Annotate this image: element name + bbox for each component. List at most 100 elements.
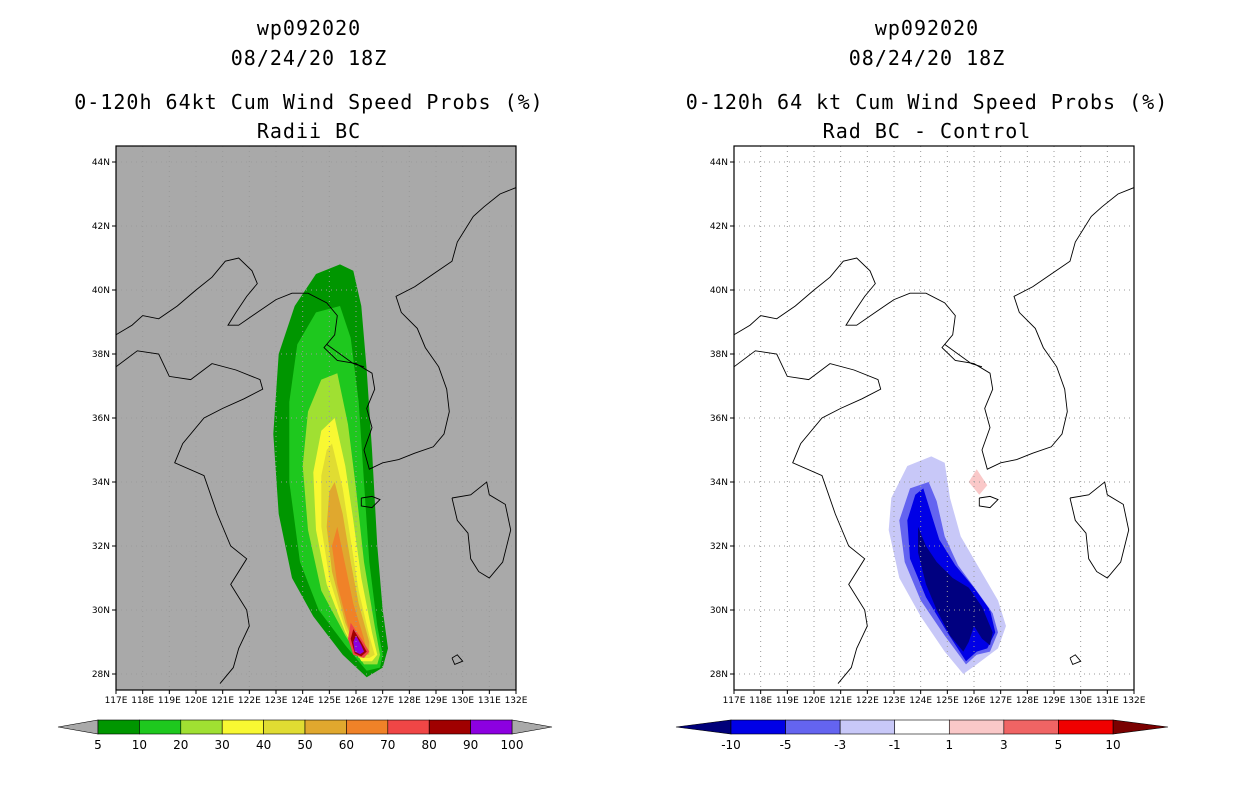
y-tick-label: 42N [710,222,728,232]
x-tick-label: 127E [371,696,394,706]
x-tick-label: 121E [829,696,852,706]
coastline [360,495,381,509]
experiment-title: Radii BC [256,119,362,143]
x-tick-label: 125E [318,696,341,706]
y-tick-label: 44N [92,158,110,168]
colorbar-swatch [221,719,264,735]
x-tick-label: 128E [398,696,421,706]
colorbar-swatch [346,719,389,735]
colorbar-swatch [785,719,841,735]
x-tick-label: 130E [1069,696,1092,706]
colorbar-swatch [470,719,513,735]
x-tick-label: 117E [105,696,128,706]
y-tick-label: 32N [92,542,110,552]
x-tick-label: 123E [265,696,288,706]
x-tick-label: 120E [803,696,826,706]
colorbar-swatch [1003,719,1059,735]
x-tick-label: 121E [211,696,234,706]
colorbar-swatch [1058,719,1114,735]
colorbar-label: 3 [1000,738,1008,752]
y-tick-label: 36N [710,414,728,424]
coastline [451,654,464,665]
x-tick-label: 122E [238,696,261,706]
colorbar-label: 10 [132,738,147,752]
x-tick-label: 124E [291,696,314,706]
colorbar-label: 60 [339,738,354,752]
x-tick-label: 128E [1016,696,1039,706]
contour-level-50 [326,482,370,655]
x-tick-label: 126E [963,696,986,706]
colorbar-label: 80 [422,738,437,752]
y-tick-label: 44N [710,158,728,168]
colorbar-left-triangle [57,719,99,735]
x-tick-label: 132E [1123,696,1146,706]
colorbar-swatch [387,719,430,735]
y-tick-label: 30N [710,606,728,616]
contour-level-90 [353,635,364,655]
x-tick-label: 129E [1043,696,1066,706]
colorbar-swatch [304,719,347,735]
colorbar-label: 70 [380,738,395,752]
colorbar-left-triangle [675,719,732,735]
coastline [451,481,512,579]
right-panel: wp092020 08/24/20 18Z 0-120h 64 kt Cum W… [618,0,1236,800]
colorbar-label: 30 [215,738,230,752]
colorbar-label: -10 [721,738,741,752]
datetime-title: 08/24/20 18Z [848,46,1006,70]
colorbar-swatch [730,719,786,735]
colorbar-label: 50 [297,738,312,752]
colorbar-swatch [894,719,950,735]
product-title: 0-120h 64 kt Cum Wind Speed Probs (%) [685,90,1169,114]
coastline [944,344,983,368]
left-panel: wp092020 08/24/20 18Z 0-120h 64kt Cum Wi… [57,16,553,752]
experiment-title: Rad BC - Control [822,119,1032,143]
y-tick-label: 32N [710,542,728,552]
x-tick-label: 131E [1096,696,1119,706]
coastline [116,350,264,684]
colorbar-right-triangle [1112,719,1169,735]
colorbar-label: 1 [945,738,953,752]
x-tick-label: 119E [776,696,799,706]
colorbar-swatch [428,719,471,735]
coastline [734,187,1134,470]
colorbar-label: 5 [1055,738,1063,752]
colorbar-label: -1 [889,738,901,752]
y-tick-label: 42N [92,222,110,232]
colorbar-label: 20 [173,738,188,752]
x-tick-label: 120E [185,696,208,706]
colorbar-right-triangle [511,719,553,735]
x-tick-label: 125E [936,696,959,706]
x-tick-label: 130E [451,696,474,706]
colorbar-label: 100 [501,738,524,752]
colorbar-swatch [139,719,182,735]
x-tick-label: 124E [909,696,932,706]
y-tick-label: 30N [92,606,110,616]
coastline [978,495,999,509]
x-tick-label: 132E [505,696,528,706]
storm-id-title: wp092020 [256,16,362,40]
x-tick-label: 118E [131,696,154,706]
colorbar-label: 5 [94,738,102,752]
datetime-title: 08/24/20 18Z [230,46,388,70]
contour-level-1 [968,469,988,495]
x-tick-label: 129E [425,696,448,706]
colorbar-swatch [839,719,896,735]
x-tick-label: 117E [723,696,746,706]
contour-level-neg10 [918,526,993,652]
y-tick-label: 34N [92,478,110,488]
colorbar-label: 10 [1105,738,1120,752]
colorbar-label: 40 [256,738,271,752]
colorbar-swatch [97,719,140,735]
coastline [1069,481,1130,579]
probability-map: 28N 30N 32N 34N 36N 38N 40N 42N 44N 117E 118E 119E 1… [57,145,553,752]
coastline [116,187,516,470]
storm-id-title: wp092020 [874,16,980,40]
y-tick-label: 38N [710,350,728,360]
product-title: 0-120h 64kt Cum Wind Speed Probs (%) [74,90,544,114]
y-tick-label: 40N [710,286,728,296]
y-tick-label: 28N [710,670,728,680]
colorbar-swatch [263,719,306,735]
x-tick-label: 127E [989,696,1012,706]
colorbar-swatch [948,719,1005,735]
colorbar-label: -5 [780,738,792,752]
